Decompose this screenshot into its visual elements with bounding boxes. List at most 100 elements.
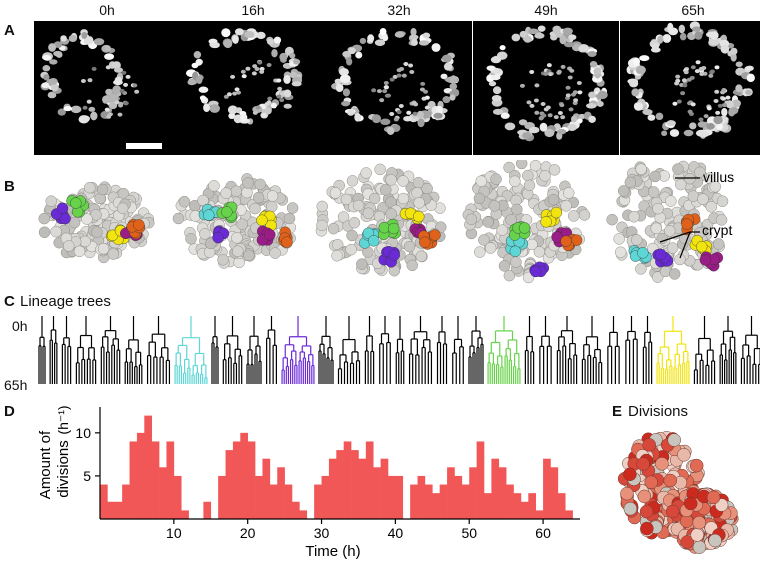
bar-17 (218, 475, 226, 519)
lineage-tree-27 (607, 316, 620, 384)
lineage-tree-23 (524, 316, 535, 384)
lineage-tree-17 (395, 316, 405, 384)
bar-21 (247, 441, 256, 519)
bar-51 (469, 467, 477, 519)
bar-59 (528, 493, 536, 519)
lineage-tree-18 (408, 316, 433, 384)
lineage-tree-3 (75, 316, 97, 384)
bar-58 (520, 501, 529, 519)
organoid-rendering-1 (172, 173, 299, 269)
lineage-tree-19 (436, 316, 448, 384)
lineage-tree-1 (49, 316, 58, 384)
bar-38 (373, 467, 381, 519)
lineage-tree-6 (146, 316, 171, 384)
x-tick-label-20: 20 (240, 525, 256, 541)
panel-b-letter: B (4, 178, 15, 195)
panel-e-title: Divisions (628, 403, 689, 420)
panel-e-letter: E (612, 403, 623, 420)
bar-61 (543, 458, 551, 519)
panel-a-letter: A (4, 22, 15, 39)
bar-63 (557, 493, 566, 519)
lineage-tree-11 (266, 316, 277, 384)
chart-bars (100, 415, 573, 519)
bar-37 (365, 441, 374, 519)
bar-56 (506, 484, 514, 519)
lineage-tree-12 (281, 316, 315, 384)
division-heat-organoid (617, 430, 739, 554)
bar-4 (122, 484, 130, 519)
bar-53 (484, 493, 492, 519)
lineage-tree-5 (124, 316, 143, 384)
bar-3 (114, 501, 123, 519)
lineage-tree-24 (539, 316, 552, 384)
panel-c-letter: C (4, 293, 15, 310)
time-label-0: 0h (99, 2, 115, 18)
scale-bar (126, 143, 162, 149)
lineage-top-label: 0h (12, 318, 28, 334)
lineage-tree-16 (379, 316, 391, 384)
microscopy-image-3 (473, 21, 619, 155)
bar-47 (439, 484, 448, 519)
bar-8 (151, 441, 160, 519)
bar-43 (410, 484, 418, 519)
bar-28 (299, 510, 308, 519)
bar-57 (513, 493, 522, 519)
chart-axes: 10 20 30 40 50 60 5 10 (75, 407, 580, 541)
lineage-tree-0 (38, 316, 46, 384)
microscopy-image-0 (34, 21, 180, 155)
time-label-2: 32h (387, 2, 411, 18)
lineage-tree-22 (487, 316, 521, 384)
lineage-tree-7 (174, 316, 208, 384)
bar-12 (181, 510, 189, 519)
y-axis-label-line1: Amount of (37, 430, 54, 499)
lineage-tree-33 (740, 316, 760, 384)
crypt-label: crypt (702, 222, 732, 238)
lineage-tree-20 (452, 316, 464, 384)
y-tick-label-5: 5 (83, 468, 91, 484)
x-tick-label-40: 40 (388, 525, 404, 541)
lineage-tree-26 (581, 316, 603, 384)
bar-18 (225, 450, 234, 519)
lineage-tree-8 (211, 316, 219, 384)
bar-48 (447, 467, 455, 519)
lineage-tree-28 (625, 316, 638, 384)
bar-33 (336, 450, 344, 519)
lineage-tree-9 (222, 316, 243, 384)
x-axis-label: Time (h) (305, 543, 360, 560)
lineage-tree-29 (642, 316, 653, 384)
organoid-rendering-0 (38, 181, 155, 264)
bar-19 (232, 441, 241, 519)
bar-30 (314, 484, 322, 519)
time-label-3: 49h (534, 2, 558, 18)
lineage-tree-14 (337, 316, 361, 384)
bar-41 (395, 475, 404, 519)
organoid-renderings: villus crypt (38, 160, 734, 284)
microscopy-image-1 (180, 21, 326, 155)
lineage-bottom-label: 65h (4, 377, 28, 393)
panel-c-title: Lineage trees (20, 293, 111, 310)
lineage-tree-2 (61, 316, 72, 384)
bar-44 (417, 475, 426, 519)
x-tick-label-50: 50 (461, 525, 477, 541)
bar-54 (491, 458, 500, 519)
microscopy-image-2 (326, 21, 472, 155)
bar-9 (159, 467, 167, 519)
bar-25 (277, 467, 285, 519)
bar-34 (343, 441, 352, 519)
lineage-tree-4 (100, 316, 121, 384)
villus-label: villus (703, 169, 734, 185)
bar-45 (424, 484, 433, 519)
bar-46 (432, 493, 440, 519)
y-axis-label-line2: divisions (55, 440, 72, 498)
panel-d-letter: D (4, 403, 15, 420)
bar-39 (380, 458, 389, 519)
bar-52 (476, 441, 485, 519)
lineage-tree-21 (468, 316, 484, 384)
bar-64 (565, 510, 573, 519)
x-tick-label-60: 60 (535, 525, 551, 541)
bar-49 (454, 475, 463, 519)
bar-62 (550, 467, 559, 519)
bar-32 (328, 458, 337, 519)
bar-5 (129, 441, 138, 519)
bar-1 (100, 484, 108, 519)
